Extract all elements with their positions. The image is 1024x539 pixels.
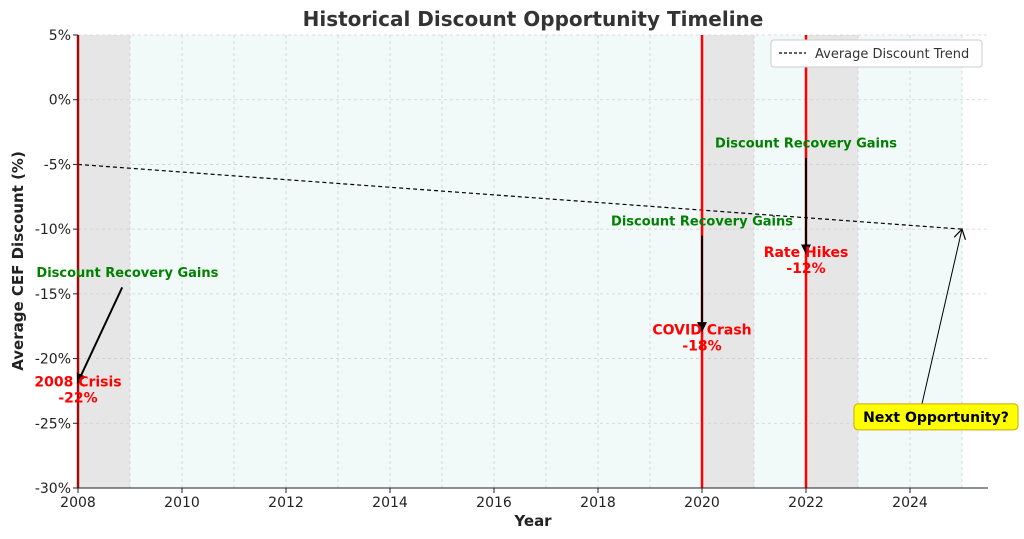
recovery-arrow-0 [76, 286, 124, 384]
x-tick-label-2022: 2022 [788, 495, 824, 511]
recovery-label-0: Discount Recovery Gains [36, 266, 218, 281]
y-tick-label-3: -10% [35, 222, 71, 238]
y-tick-label-5: -20% [35, 352, 71, 368]
x-tick-label-2012: 2012 [268, 495, 304, 511]
event-value-covid-crash: -18% [682, 339, 721, 355]
x-axis-label: Year [513, 512, 552, 530]
callout-label: Next Opportunity? [863, 410, 1009, 426]
event-label-2008-crisis: 2008 Crisis [34, 374, 121, 390]
event-label-covid-crash: COVID Crash [652, 323, 751, 339]
chart-title: Historical Discount Opportunity Timeline [303, 7, 764, 31]
shaded-period-2 [702, 35, 754, 488]
y-tick-label-6: -25% [35, 416, 71, 432]
event-label-rate-hikes: Rate Hikes [764, 245, 849, 261]
axes: 2008 2010 2012 2014 2016 2018 2020 2022 2024 5% 0%… [35, 28, 988, 511]
callout-box [853, 403, 1019, 431]
y-axis-label: Average CEF Discount (%) [9, 151, 27, 371]
y-tick-label-4: -15% [35, 287, 71, 303]
y-tick-label-7: -30% [35, 481, 71, 497]
y-tick-label-2: -5% [44, 157, 71, 173]
shaded-period-4 [806, 35, 858, 488]
shaded-periods [78, 35, 962, 488]
annotations: Discount Recovery Gains Discount Recovery… [34, 137, 1019, 431]
shaded-period-0 [78, 35, 130, 488]
x-tick-label-2018: 2018 [580, 495, 616, 511]
series [77, 163, 963, 230]
callout-arrow [921, 229, 962, 404]
legend-box [770, 39, 983, 68]
shaded-period-3 [754, 35, 806, 488]
shaded-period-1 [130, 35, 702, 488]
legend: Average Discount Trend [770, 39, 983, 68]
series-line-average-discount-trend [77, 163, 963, 230]
x-tick-label-2014: 2014 [372, 495, 408, 511]
y-tick-label-0: 5% [49, 28, 71, 44]
recovery-label-2: Discount Recovery Gains [715, 137, 897, 152]
recovery-label-1: Discount Recovery Gains [611, 214, 793, 229]
event-value-rate-hikes: -12% [786, 261, 825, 277]
legend-label-average-discount-trend: Average Discount Trend [815, 47, 969, 62]
x-tick-label-2008: 2008 [60, 495, 96, 511]
y-tick-label-1: 0% [49, 93, 71, 109]
x-tick-label-2020: 2020 [684, 495, 720, 511]
event-value-2008-crisis: -22% [58, 390, 97, 406]
x-tick-label-2010: 2010 [164, 495, 200, 511]
x-tick-label-2024: 2024 [892, 495, 928, 511]
x-tick-label-2016: 2016 [476, 495, 512, 511]
